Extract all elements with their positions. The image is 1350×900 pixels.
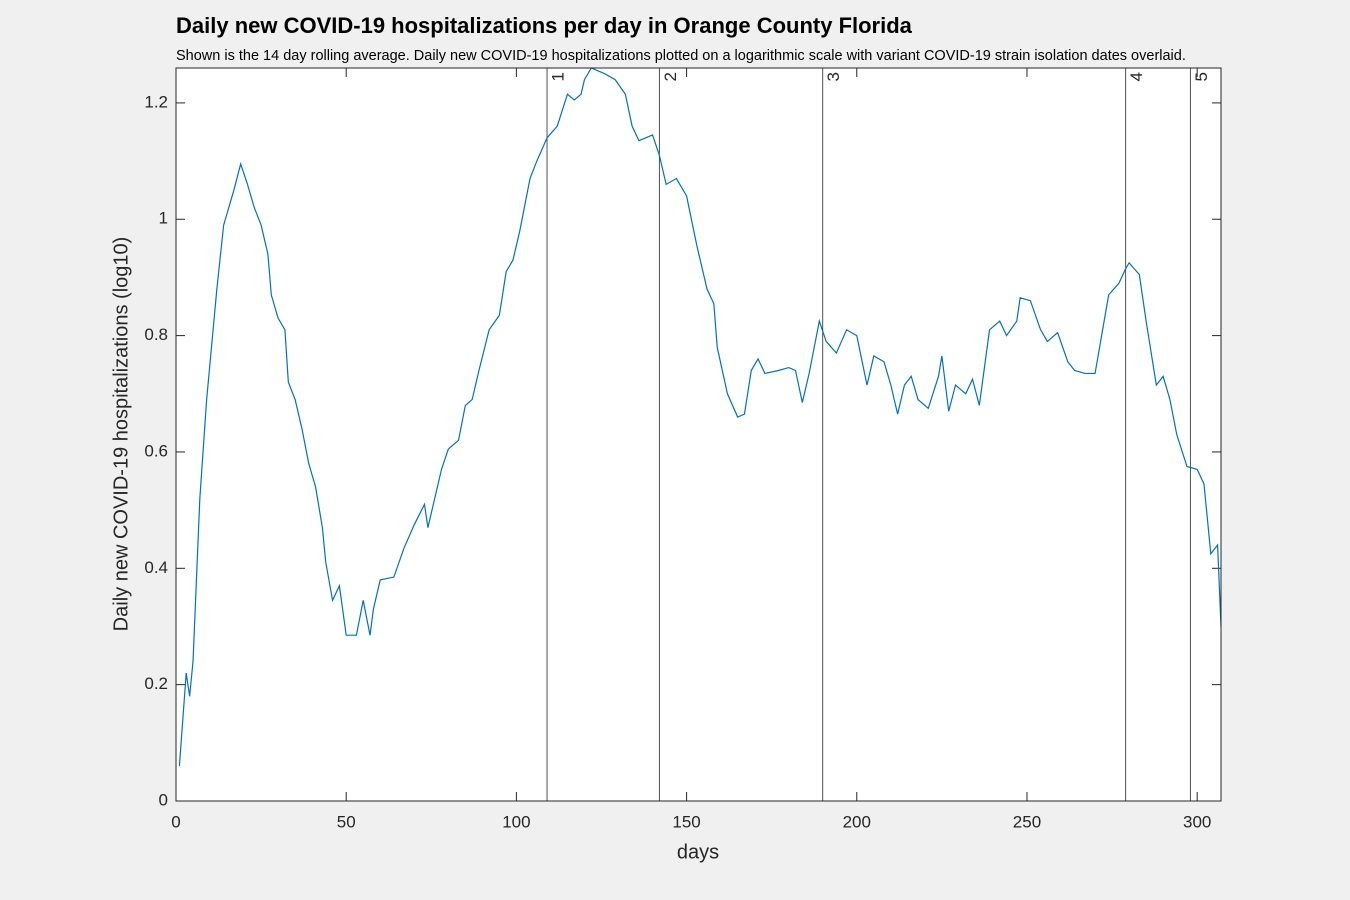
plot-area	[176, 68, 1221, 801]
y-tick-label: 0.2	[144, 674, 168, 693]
variant-label: 5	[1192, 72, 1211, 81]
variant-label: 1	[549, 72, 568, 81]
x-tick-label: 150	[672, 812, 700, 831]
x-tick-label: 300	[1183, 812, 1211, 831]
y-tick-label: 0.6	[144, 441, 168, 460]
y-tick-label: 1.2	[144, 92, 168, 111]
x-tick-label: 100	[502, 812, 530, 831]
variant-label: 4	[1127, 72, 1146, 81]
y-tick-label: 0.8	[144, 325, 168, 344]
chart-subtitle: Shown is the 14 day rolling average. Dai…	[176, 48, 1186, 64]
x-tick-label: 250	[1013, 812, 1041, 831]
y-tick-label: 0	[159, 790, 168, 809]
y-tick-label: 1	[159, 209, 168, 228]
variant-label: 2	[661, 72, 680, 81]
x-tick-label: 0	[171, 812, 180, 831]
axes-box	[175, 67, 1222, 802]
y-tick-label: 0.4	[144, 558, 168, 577]
data-line	[178, 67, 1222, 767]
x-axis-label: days	[677, 841, 719, 863]
chart-title: Daily new COVID-19 hospitalizations per …	[176, 13, 913, 38]
y-axis-label: Daily new COVID-19 hospitalizations (log…	[110, 237, 132, 632]
x-tick-label: 50	[337, 812, 356, 831]
x-tick-label: 200	[843, 812, 871, 831]
variant-label: 3	[824, 72, 843, 81]
